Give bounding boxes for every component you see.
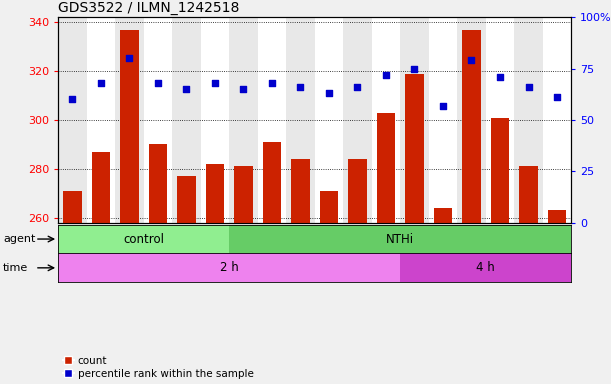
Bar — [115, 17, 144, 223]
Bar — [291, 159, 310, 223]
Point — [552, 94, 562, 101]
Bar — [58, 17, 87, 223]
Text: 4 h: 4 h — [477, 262, 495, 274]
Bar — [315, 17, 343, 223]
Point — [96, 80, 106, 86]
Bar — [320, 191, 338, 223]
Bar — [486, 17, 514, 223]
Bar — [258, 17, 286, 223]
Bar — [234, 167, 253, 223]
Text: control: control — [123, 233, 164, 245]
Bar — [286, 17, 315, 223]
Text: time: time — [3, 263, 28, 273]
Bar — [229, 225, 571, 253]
Bar — [177, 176, 196, 223]
Bar — [87, 17, 115, 223]
Point — [495, 74, 505, 80]
Bar — [144, 17, 172, 223]
Bar — [120, 30, 139, 223]
Point — [238, 86, 248, 92]
Bar — [63, 191, 82, 223]
Text: NTHi: NTHi — [386, 233, 414, 245]
Point — [153, 80, 163, 86]
Point — [353, 84, 362, 90]
Text: GDS3522 / ILMN_1242518: GDS3522 / ILMN_1242518 — [58, 1, 240, 15]
Point — [267, 80, 277, 86]
Bar — [58, 253, 400, 282]
Bar — [548, 210, 566, 223]
Bar — [463, 30, 481, 223]
Bar — [263, 142, 281, 223]
Bar — [429, 17, 457, 223]
Bar — [519, 167, 538, 223]
Bar — [348, 159, 367, 223]
Bar — [457, 17, 486, 223]
Legend: count, percentile rank within the sample: count, percentile rank within the sample — [64, 356, 254, 379]
Bar — [92, 152, 110, 223]
Text: 2 h: 2 h — [220, 262, 238, 274]
Point — [210, 80, 220, 86]
Bar — [172, 17, 200, 223]
Bar — [377, 113, 395, 223]
Bar — [200, 17, 229, 223]
Bar — [543, 17, 571, 223]
Text: agent: agent — [3, 234, 35, 244]
Point — [467, 57, 477, 63]
Point — [67, 96, 77, 103]
Point — [296, 84, 306, 90]
Bar — [229, 17, 258, 223]
Bar — [434, 208, 452, 223]
Point — [324, 90, 334, 96]
Bar — [514, 17, 543, 223]
Bar — [58, 225, 229, 253]
Bar — [400, 253, 571, 282]
Bar — [206, 164, 224, 223]
Point — [438, 103, 448, 109]
Point — [181, 86, 191, 92]
Point — [409, 66, 419, 72]
Bar — [405, 73, 424, 223]
Bar — [371, 17, 400, 223]
Bar — [343, 17, 371, 223]
Bar — [148, 144, 167, 223]
Point — [524, 84, 533, 90]
Bar — [400, 17, 429, 223]
Point — [381, 72, 391, 78]
Bar — [491, 118, 510, 223]
Point — [125, 55, 134, 61]
